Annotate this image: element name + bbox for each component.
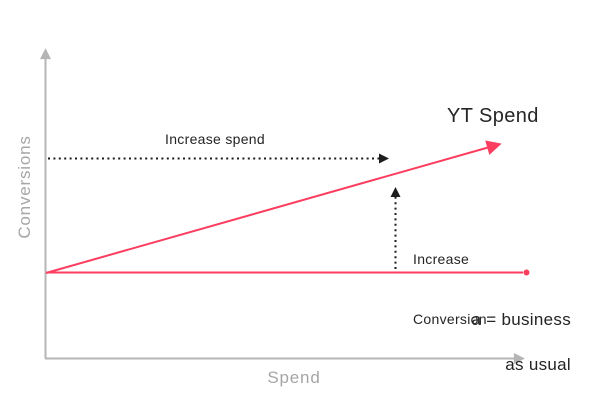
business-as-usual-end-dot	[523, 269, 530, 276]
y-axis-label: Conversions	[15, 135, 34, 239]
business-as-usual-label-line2: as usual	[505, 355, 571, 374]
yt-spend-label: YT Spend	[447, 105, 539, 127]
yt-spend-line	[45, 140, 502, 274]
increase-conversion-label-line1: Increase	[413, 251, 470, 267]
increase-conversion-label-line2: Conversion	[413, 311, 487, 327]
increase-conversion-label: Increase Conversion	[413, 209, 487, 369]
business-as-usual-label: a = business as usual	[471, 282, 571, 402]
x-axis-label: Spend	[267, 368, 321, 387]
increase-spend-label: Increase spend	[165, 131, 265, 147]
business-as-usual-label-line1: a = business	[471, 310, 571, 329]
